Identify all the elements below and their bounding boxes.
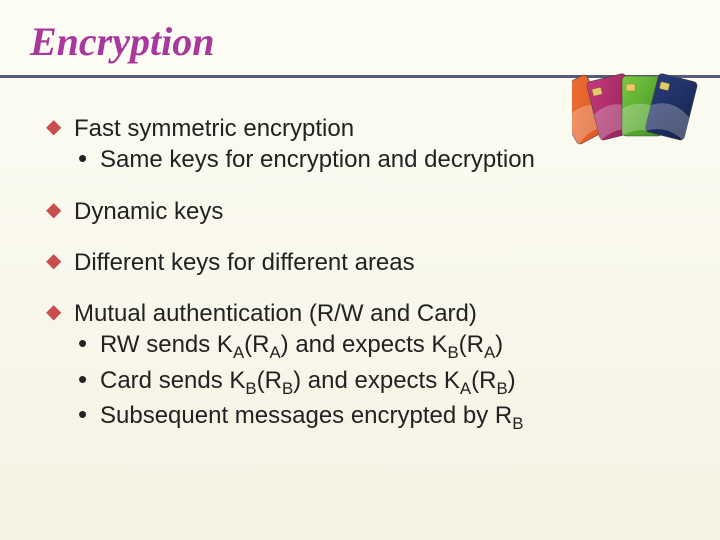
bullet-mutual-sub3: Subsequent messages encrypted by RB [74,401,680,434]
content-area: Fast symmetric encryption Same keys for … [0,78,720,434]
title-area: Encryption [0,0,720,78]
bullet-different: Different keys for different areas [46,248,680,277]
slide-title: Encryption [30,18,690,65]
bullet-text: symmetric encryption [121,115,354,142]
bullet-text: authentication (R/W and Card) [146,300,477,327]
bullet-mutual: Mutual authentication (R/W and Card) RW … [46,299,680,434]
bullet-lead: Dynamic [74,198,167,225]
bullet-mutual-sub2: Card sends KB(RB) and expects KA(RB) [74,366,680,399]
bullet-text: keys for different areas [164,249,414,276]
bullet-lead: Different [74,249,164,276]
slide: Encryption Fast symmetric encryption Sam… [0,0,720,540]
bullet-lead: Mutual [74,300,146,327]
bullet-dynamic: Dynamic keys [46,197,680,226]
bullet-text: keys [167,198,223,225]
bullet-fast-sub1: Same keys for encryption and decryption [74,145,680,174]
bullet-fast: Fast symmetric encryption Same keys for … [46,114,680,175]
bullet-lead: Fast [74,115,121,142]
bullet-mutual-sub1: RW sends KA(RA) and expects KB(RA) [74,330,680,363]
